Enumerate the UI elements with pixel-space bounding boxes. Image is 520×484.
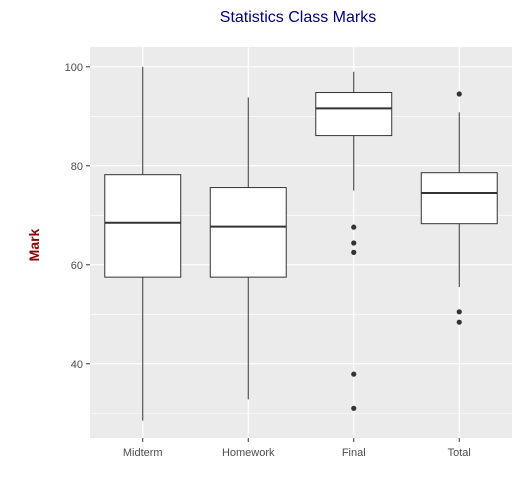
box-final xyxy=(315,71,393,411)
x-tick-label: Final xyxy=(342,447,366,459)
x-tick-label: Total xyxy=(448,447,471,459)
outlier-point xyxy=(351,405,357,411)
outlier-point xyxy=(351,240,357,246)
outlier-point xyxy=(456,319,462,325)
y-tick-label: 60 xyxy=(71,260,83,272)
iqr-box xyxy=(315,92,393,137)
y-axis-ticks: 40 60 80 100 xyxy=(65,62,90,371)
x-tick-label: Homework xyxy=(222,447,275,459)
box-total xyxy=(420,91,498,325)
outlier-point xyxy=(351,371,357,377)
x-axis-ticks: Midterm Homework Final Total xyxy=(123,438,471,459)
outlier-point xyxy=(456,91,462,97)
y-tick-label: 100 xyxy=(65,62,83,74)
box-homework xyxy=(209,97,287,400)
box-series xyxy=(104,66,498,421)
iqr-box xyxy=(104,174,182,278)
outlier-point xyxy=(456,309,462,315)
x-tick-label: Midterm xyxy=(123,447,163,459)
y-axis-label: Mark xyxy=(26,228,42,261)
outlier-point xyxy=(351,224,357,230)
iqr-box xyxy=(420,172,498,225)
outlier-point xyxy=(351,249,357,255)
y-tick-label: 80 xyxy=(71,161,83,173)
chart-title: Statistics Class Marks xyxy=(220,9,376,26)
box-midterm xyxy=(104,66,182,421)
y-tick-label: 40 xyxy=(71,359,83,371)
iqr-box xyxy=(209,187,287,278)
